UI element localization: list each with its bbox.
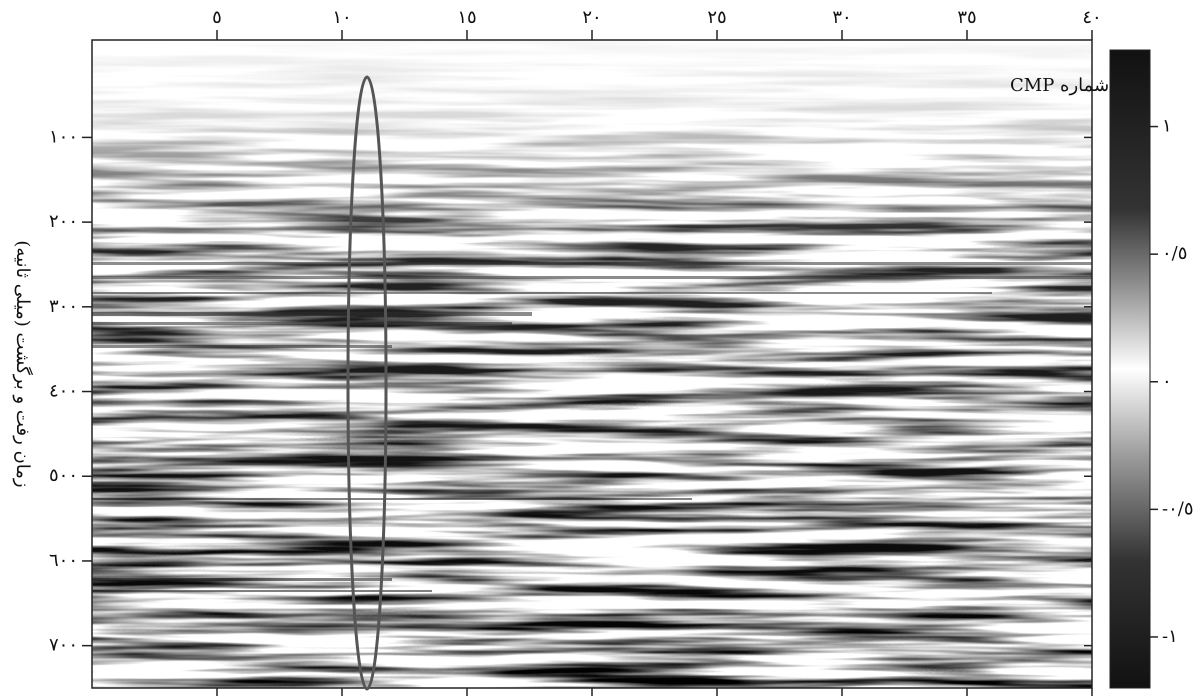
colorbar <box>1109 49 1151 689</box>
x-tick-label: ٣٥ <box>957 7 976 28</box>
y-tick-label: ٥٠٠ <box>49 465 78 486</box>
x-tick-label: ١٠ <box>332 7 351 28</box>
highlight-ellipse <box>346 75 388 691</box>
y-tick-label: ٢٠٠ <box>49 211 78 232</box>
x-tick-label: ١٥ <box>457 7 476 28</box>
y-tick-label: ١٠٠ <box>49 126 78 147</box>
x-tick-label: ٢٠ <box>582 7 601 28</box>
x-axis-label: شماره CMP <box>1010 75 1109 96</box>
colorbar-tick-label: -٠/٥ <box>1162 498 1193 519</box>
x-tick-label: ٣٠ <box>832 7 851 28</box>
y-tick-label: ٦٠٠ <box>49 550 78 571</box>
colorbar-tick-label: ٠/٥ <box>1162 243 1187 264</box>
x-tick-label: ٤٠ <box>1082 7 1101 28</box>
seismic-image <box>92 40 1092 688</box>
colorbar-tick-label: -١ <box>1162 626 1178 647</box>
shallow-fade <box>92 40 1092 688</box>
colorbar-tick-label: ١ <box>1162 116 1172 137</box>
x-tick-label: ٢٥ <box>707 7 726 28</box>
y-tick-label: ٧٠٠ <box>49 635 78 656</box>
y-tick-label: ٣٠٠ <box>49 296 78 317</box>
colorbar-tick-label: ٠ <box>1162 371 1172 392</box>
x-tick-label: ٥ <box>212 7 222 28</box>
y-axis-label: زمان رفت و برگشت (میلی ثانیه) <box>12 240 34 487</box>
y-tick-label: ٤٠٠ <box>49 381 78 402</box>
